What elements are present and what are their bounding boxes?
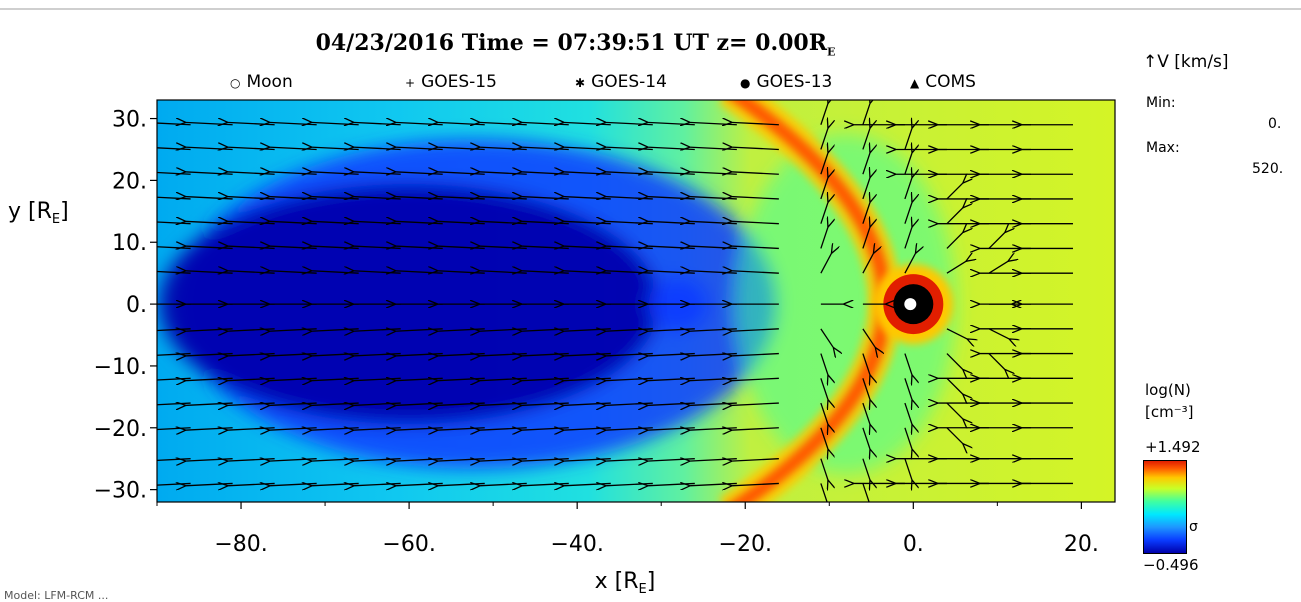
y-axis-label-sub: E: [52, 212, 60, 227]
velocity-max-label: Max:: [1146, 140, 1180, 156]
y-tick-label: −10.: [94, 355, 147, 380]
velocity-legend: ↑V [km/s]: [1143, 52, 1229, 72]
density-quantity: log(N): [1145, 381, 1191, 399]
y-tick-label: 30.: [112, 108, 147, 133]
density-colorbar: [1143, 460, 1187, 554]
density-max-label: +1.492: [1145, 438, 1201, 456]
y-tick-label: −20.: [94, 417, 147, 442]
x-tick-label: 0.: [903, 532, 924, 557]
y-tick-label: 10.: [112, 231, 147, 256]
x-tick-label: −40.: [550, 532, 603, 557]
density-unit: [cm⁻³]: [1145, 403, 1194, 421]
earth-marker-icon: [904, 298, 916, 310]
velocity-min-value: 0.: [1268, 116, 1281, 132]
y-tick-label: −30.: [94, 479, 147, 504]
x-axis-label: x [RE]: [595, 569, 656, 597]
density-min-label: −0.496: [1143, 556, 1199, 574]
density-mid-label: σ: [1189, 519, 1198, 535]
y-tick-label: 0.: [126, 293, 147, 318]
velocity-min-label: Min:: [1146, 95, 1176, 111]
x-tick-label: −80.: [214, 532, 267, 557]
x-tick-label: −20.: [719, 532, 772, 557]
x-axis-label-text: x [R: [595, 569, 639, 594]
y-axis-label: y [RE]: [8, 199, 69, 227]
x-tick-label: −60.: [382, 532, 435, 557]
y-axis-label-text: y [R: [8, 199, 52, 224]
footer-model-text: Model: LFM-RCM ...: [4, 589, 108, 602]
velocity-label: V [km/s]: [1157, 52, 1228, 72]
y-tick-label: 20.: [112, 169, 147, 194]
velocity-max-value: 520.: [1252, 161, 1283, 177]
x-axis-label-sub: E: [639, 582, 647, 597]
x-tick-label: 20.: [1064, 532, 1099, 557]
arrow-up-icon: ↑: [1143, 52, 1157, 72]
